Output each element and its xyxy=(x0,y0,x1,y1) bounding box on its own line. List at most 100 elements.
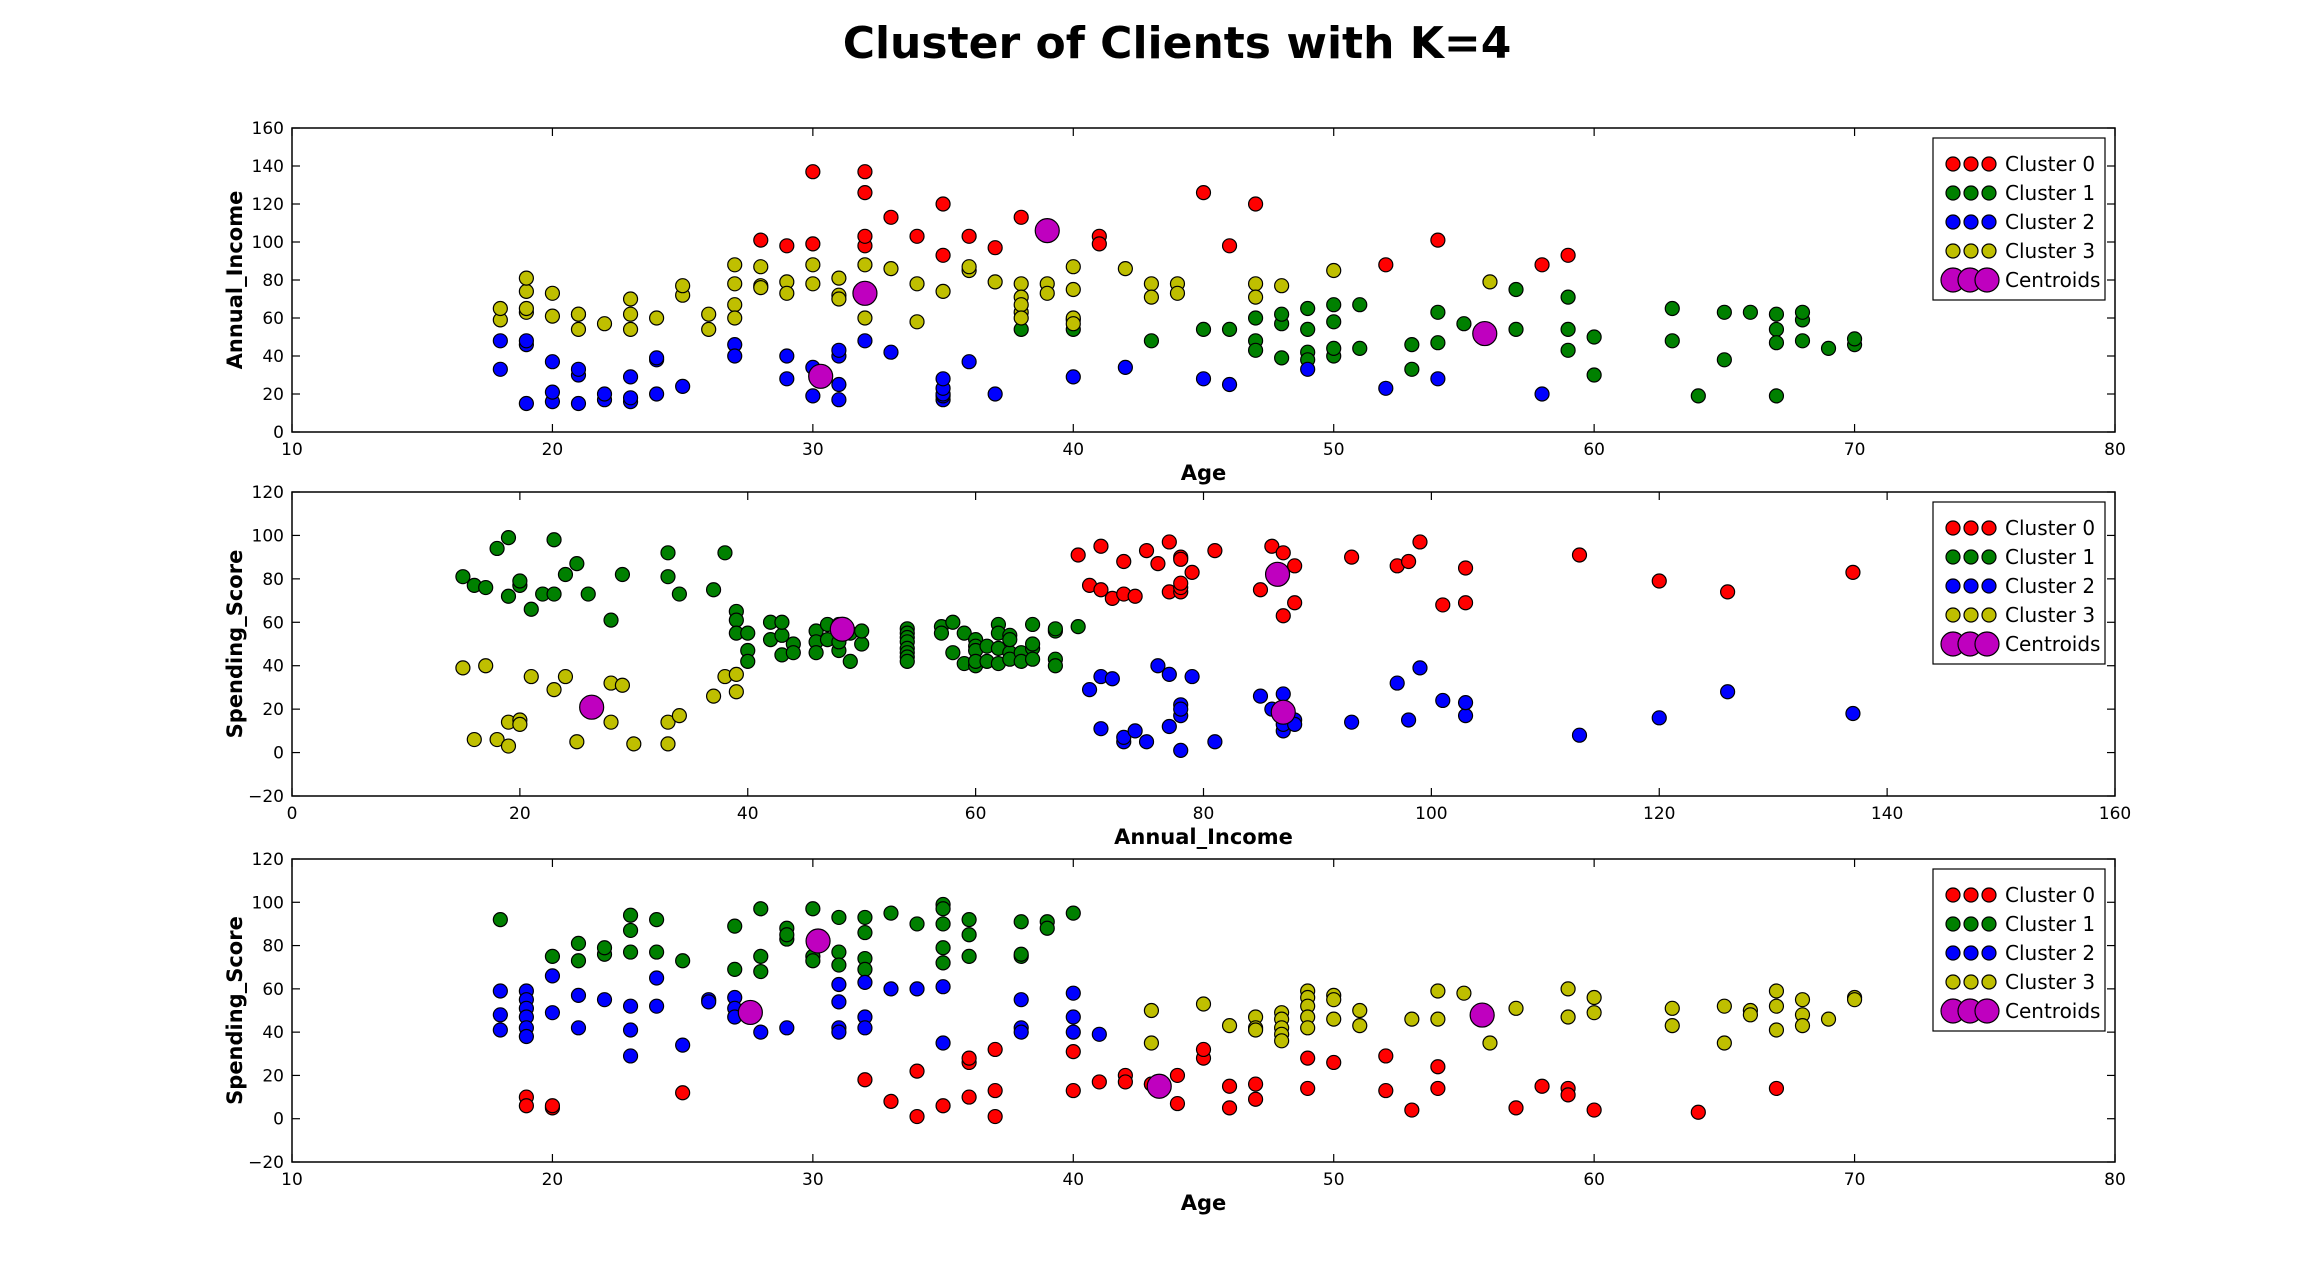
data-point xyxy=(1039,285,1055,301)
data-point xyxy=(660,545,676,561)
y-tick-label: 20 xyxy=(262,1066,284,1086)
data-point xyxy=(1116,729,1132,745)
data-point xyxy=(1247,342,1264,358)
data-point xyxy=(935,283,951,299)
legend-marker xyxy=(1963,549,1979,565)
data-point xyxy=(648,944,665,960)
data-point xyxy=(779,285,795,301)
y-tick-label: 0 xyxy=(273,423,284,443)
x-tick-label: 70 xyxy=(1844,1170,1866,1190)
data-point xyxy=(1664,1018,1680,1034)
data-point xyxy=(1326,262,1342,279)
data-point xyxy=(753,280,769,296)
data-point xyxy=(622,1048,639,1064)
data-point xyxy=(909,916,925,932)
data-point xyxy=(518,333,534,349)
data-point xyxy=(774,614,790,630)
data-point xyxy=(1586,329,1602,345)
data-point xyxy=(675,1085,691,1101)
legend-marker xyxy=(1945,214,1961,230)
centroid-point xyxy=(737,999,763,1026)
data-point xyxy=(857,974,873,990)
data-point xyxy=(854,636,870,652)
y-tick-label: 160 xyxy=(252,119,284,139)
y-tick-label: 40 xyxy=(262,347,284,367)
data-point xyxy=(1560,247,1576,263)
data-point xyxy=(492,1022,508,1038)
y-tick-label: 100 xyxy=(252,233,284,253)
data-point xyxy=(518,270,534,286)
legend-marker xyxy=(1981,887,1997,903)
data-point xyxy=(1065,1024,1081,1040)
data-point xyxy=(961,1089,977,1105)
data-point xyxy=(1195,996,1212,1012)
legend: Cluster 0 Cluster 1 Cluster 2 Cluster 3 Cent… xyxy=(1932,137,2106,301)
data-point xyxy=(1508,321,1524,337)
data-point xyxy=(596,316,613,332)
data-point xyxy=(701,994,717,1010)
data-point xyxy=(1287,595,1303,611)
data-point xyxy=(1508,1100,1524,1116)
data-point xyxy=(1534,386,1550,402)
data-point xyxy=(1352,297,1368,313)
data-point xyxy=(1768,983,1785,999)
legend-marker xyxy=(1981,607,1997,623)
data-point xyxy=(831,909,847,926)
y-tick-label: 20 xyxy=(262,700,284,720)
data-point xyxy=(614,566,631,583)
data-point xyxy=(455,660,471,676)
data-point xyxy=(857,257,873,273)
data-point xyxy=(1378,257,1394,273)
series-cluster-1 xyxy=(455,529,1086,674)
data-point xyxy=(570,953,587,969)
data-point xyxy=(1002,632,1018,648)
data-point xyxy=(935,916,951,932)
data-point xyxy=(1065,1009,1081,1025)
data-point xyxy=(675,1037,691,1053)
data-point xyxy=(1275,608,1291,624)
centroid-point xyxy=(808,363,834,389)
x-tick-label: 160 xyxy=(2099,804,2131,824)
data-point xyxy=(671,586,687,602)
legend-marker xyxy=(1945,520,1961,536)
y-tick-label: −20 xyxy=(248,787,284,807)
data-point xyxy=(1116,553,1132,570)
x-tick-label: 40 xyxy=(737,804,759,824)
data-point xyxy=(1091,1026,1107,1042)
data-point xyxy=(1143,1035,1160,1051)
data-point xyxy=(842,653,858,669)
legend-label: Cluster 1 xyxy=(2005,545,2095,569)
data-point xyxy=(648,911,665,928)
data-point xyxy=(1820,340,1837,356)
data-point xyxy=(987,240,1003,256)
data-point xyxy=(909,1108,925,1125)
data-point xyxy=(805,164,821,180)
data-point xyxy=(1430,983,1446,999)
data-point xyxy=(1221,376,1238,393)
data-point xyxy=(622,390,639,406)
y-tick-label: 60 xyxy=(262,309,284,329)
data-point xyxy=(805,236,821,252)
data-point xyxy=(648,310,665,326)
legend-marker xyxy=(1981,916,1997,932)
legend-marker xyxy=(1963,607,1979,623)
data-point xyxy=(1352,1002,1368,1019)
data-point xyxy=(1287,558,1303,574)
data-point xyxy=(1252,582,1269,598)
x-tick-label: 80 xyxy=(1193,804,1215,824)
data-point xyxy=(660,569,676,585)
data-point xyxy=(1378,1082,1394,1099)
x-tick-label: 10 xyxy=(281,1170,303,1190)
legend-label: Cluster 2 xyxy=(2005,210,2095,234)
data-point xyxy=(1247,1076,1264,1092)
data-point xyxy=(1716,998,1732,1014)
legend-marker xyxy=(1981,945,1997,961)
data-point xyxy=(1221,1018,1238,1034)
data-point xyxy=(1846,331,1863,347)
series-cluster-2 xyxy=(492,968,1107,1064)
data-point xyxy=(512,573,528,589)
series-cluster-1 xyxy=(492,896,1081,980)
data-point xyxy=(1378,380,1394,396)
data-point xyxy=(831,957,847,973)
data-point xyxy=(1664,1000,1680,1016)
